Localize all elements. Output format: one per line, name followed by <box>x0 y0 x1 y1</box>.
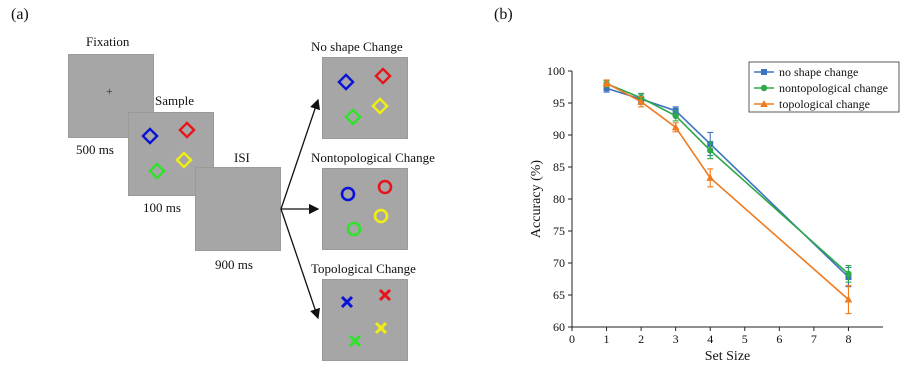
red-diamond-stimulus <box>374 67 392 85</box>
test-title-nontopological: Nontopological Change <box>311 150 435 165</box>
y-tick-label: 70 <box>553 256 565 270</box>
data-point-triangle <box>671 123 680 131</box>
x-tick-label: 1 <box>604 332 610 346</box>
data-point-triangle <box>602 79 611 87</box>
green-cross-stimulus <box>348 334 362 348</box>
isi-title: ISI <box>234 150 250 165</box>
x-tick-label: 4 <box>707 332 713 346</box>
panel-a-label: (a) <box>11 6 29 23</box>
x-tick-label: 2 <box>638 332 644 346</box>
red-diamond-stimulus <box>178 121 196 139</box>
y-tick-label: 75 <box>553 224 565 238</box>
sample-title: Sample <box>155 93 194 108</box>
y-tick-label: 65 <box>553 288 565 302</box>
no-shape-change-stimuli <box>337 67 392 126</box>
arrow-to-topological <box>280 208 320 320</box>
branch-arrows <box>280 98 320 320</box>
y-tick-label: 100 <box>547 64 565 78</box>
fixation-duration: 500 ms <box>76 142 114 157</box>
isi-duration: 900 ms <box>215 257 253 272</box>
x-tick-label: 7 <box>811 332 817 346</box>
y-tick-label: 85 <box>553 160 565 174</box>
legend-marker-triangle <box>760 100 768 107</box>
test-screen-nontopological <box>322 168 408 250</box>
test-screen-topological <box>322 279 408 361</box>
legend-label: topological change <box>779 97 870 111</box>
blue-diamond-stimulus <box>141 127 159 145</box>
data-point-triangle <box>637 97 645 105</box>
y-tick-label: 95 <box>553 96 565 110</box>
series-line-triangle <box>606 82 849 301</box>
y-tick-label: 90 <box>553 128 565 142</box>
blue-cross-stimulus <box>340 295 354 309</box>
blue-diamond-stimulus <box>337 73 355 91</box>
data-point-triangle <box>706 173 715 181</box>
series-line-square <box>606 87 849 278</box>
sample-stimuli <box>141 121 196 180</box>
legend-marker-circle <box>760 84 768 92</box>
x-tick-label: 8 <box>845 332 851 346</box>
isi-screen <box>195 167 281 251</box>
nontopological-change-stimuli <box>340 179 393 237</box>
fixation-title: Fixation <box>86 34 130 49</box>
x-tick-label: 3 <box>673 332 679 346</box>
chart-root: 0 1 2 3 4 5 6 7 8 60 65 70 75 80 85 90 95 100 Set Size Accu… <box>529 61 900 364</box>
yellow-ring-stimulus <box>373 208 389 224</box>
data-point-circle <box>707 147 714 154</box>
test-screen-no-shape <box>322 57 408 139</box>
yellow-diamond-stimulus <box>175 151 193 169</box>
sample-duration: 100 ms <box>143 200 181 215</box>
green-diamond-stimulus <box>148 162 166 180</box>
test-title-no-shape: No shape Change <box>311 39 403 54</box>
data-point-triangle <box>844 295 853 303</box>
y-axis-label: Accuracy (%) <box>529 160 544 238</box>
red-ring-stimulus <box>377 179 393 195</box>
data-point-circle <box>672 112 679 120</box>
data-point-square <box>603 85 610 92</box>
panel-b-label: (b) <box>494 6 513 23</box>
y-tick-label: 60 <box>553 320 565 334</box>
x-axis-label: Set Size <box>705 349 751 364</box>
data-point-circle <box>845 270 852 278</box>
yellow-cross-stimulus <box>374 321 388 335</box>
green-diamond-stimulus <box>344 108 362 126</box>
x-tick-label: 0 <box>569 332 575 346</box>
blue-ring-stimulus <box>340 186 356 202</box>
red-cross-stimulus <box>378 288 392 302</box>
arrow-to-no-shape <box>280 98 320 210</box>
x-tick-label: 5 <box>742 332 748 346</box>
topological-change-stimuli <box>340 288 392 348</box>
y-tick-label: 80 <box>553 192 565 206</box>
legend-label: no shape change <box>779 65 858 79</box>
green-ring-stimulus <box>346 221 362 237</box>
fixation-cross: + <box>106 84 113 98</box>
legend-marker-square <box>761 69 767 75</box>
x-tick-label: 6 <box>776 332 782 346</box>
test-title-topological: Topological Change <box>311 261 416 276</box>
yellow-diamond-stimulus <box>371 97 389 115</box>
legend-label: nontopological change <box>779 81 888 95</box>
